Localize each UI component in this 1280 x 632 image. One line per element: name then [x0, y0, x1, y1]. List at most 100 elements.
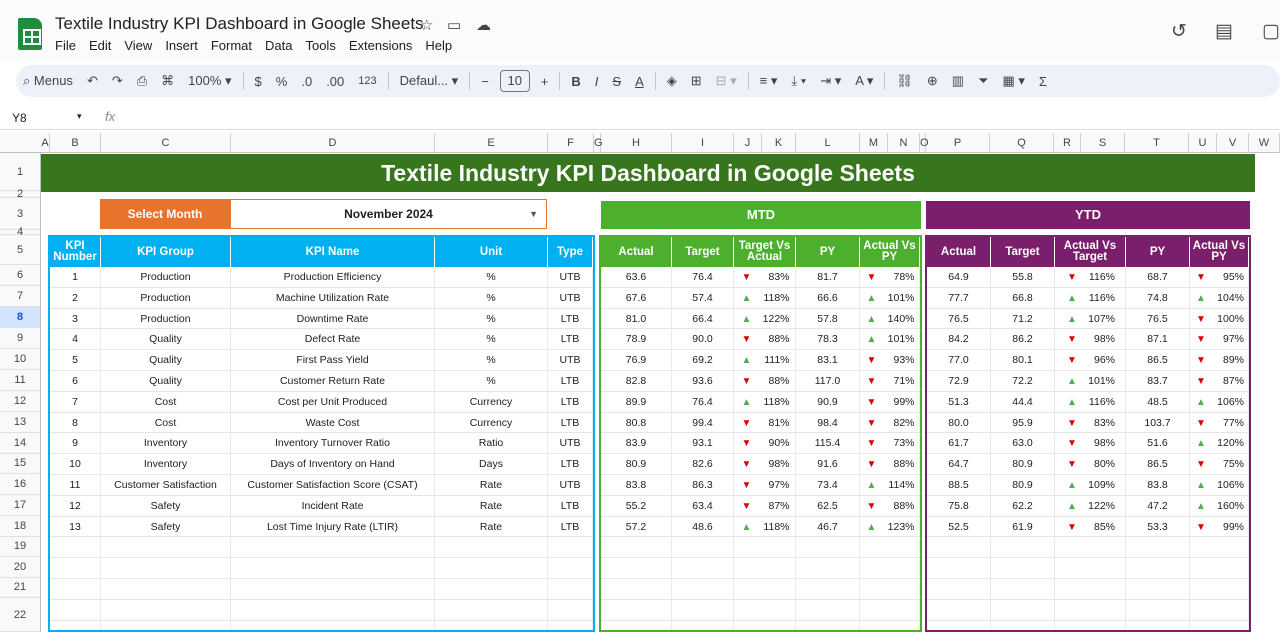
table-cell[interactable]: ▼ 87%	[734, 495, 796, 516]
row-header[interactable]: 17	[0, 495, 40, 516]
table-cell[interactable]: 2	[50, 287, 101, 308]
month-dropdown[interactable]: November 2024 ▼	[230, 199, 547, 229]
table-cell[interactable]	[101, 558, 231, 579]
table-cell[interactable]: 63.6	[601, 267, 672, 287]
table-cell[interactable]	[50, 558, 101, 579]
column-header[interactable]: W	[1249, 133, 1280, 153]
row-header[interactable]: 18	[0, 516, 40, 537]
column-header[interactable]: P	[926, 133, 990, 153]
table-cell[interactable]	[1126, 579, 1190, 599]
table-cell[interactable]: %	[435, 287, 548, 308]
column-header[interactable]: H	[601, 133, 672, 153]
table-cell[interactable]	[1126, 599, 1190, 620]
font-size-input[interactable]: 10	[499, 70, 530, 92]
text-color-icon[interactable]: A	[635, 73, 644, 89]
menu-item[interactable]: Extensions	[348, 38, 413, 53]
row-header[interactable]: 2	[0, 189, 40, 200]
table-cell[interactable]	[672, 537, 734, 558]
table-cell[interactable]: ▼ 89%	[1190, 350, 1249, 371]
table-cell[interactable]	[991, 558, 1055, 579]
table-cell[interactable]	[50, 537, 101, 558]
table-cell[interactable]: ▼ 85%	[1055, 516, 1126, 537]
table-cell[interactable]: ▼ 80%	[1055, 454, 1126, 475]
column-header[interactable]: C	[101, 133, 231, 153]
table-cell[interactable]: ▼ 95%	[1190, 267, 1249, 287]
column-header[interactable]: F	[548, 133, 594, 153]
table-cell[interactable]	[231, 579, 435, 599]
table-cell[interactable]: ▼ 81%	[734, 412, 796, 433]
table-cell[interactable]	[991, 537, 1055, 558]
table-cell[interactable]: 75.8	[927, 495, 991, 516]
table-cell[interactable]: %	[435, 350, 548, 371]
table-cell[interactable]	[796, 599, 860, 620]
table-cell[interactable]: 57.8	[796, 308, 860, 329]
table-cell[interactable]: ▼ 88%	[860, 495, 920, 516]
table-cell[interactable]	[50, 579, 101, 599]
table-cell[interactable]: ▲ 107%	[1055, 308, 1126, 329]
table-cell[interactable]	[927, 537, 991, 558]
table-cell[interactable]: 80.8	[601, 412, 672, 433]
table-cell[interactable]: Currency	[435, 391, 548, 412]
table-cell[interactable]: %	[435, 308, 548, 329]
row-header[interactable]: 6	[0, 265, 40, 286]
table-cell[interactable]	[231, 599, 435, 620]
filter-views-icon[interactable]: ▦ ▾	[1002, 73, 1025, 88]
column-header[interactable]: L	[796, 133, 860, 153]
table-cell[interactable]: LTB	[548, 391, 593, 412]
table-cell[interactable]: Cost	[101, 412, 231, 433]
menu-item[interactable]: Data	[265, 38, 293, 53]
redo-icon[interactable]: ↷	[111, 73, 123, 88]
table-cell[interactable]	[435, 537, 548, 558]
table-cell[interactable]: 68.7	[1126, 267, 1190, 287]
table-cell[interactable]: 95.9	[991, 412, 1055, 433]
merge-cells-icon[interactable]: ⊟ ▾	[715, 73, 737, 88]
table-cell[interactable]	[796, 620, 860, 630]
table-cell[interactable]: ▲ 101%	[1055, 371, 1126, 391]
font-size-decrease-icon[interactable]: −	[481, 73, 489, 89]
table-cell[interactable]: ▼ 83%	[1055, 412, 1126, 433]
table-cell[interactable]: ▼ 83%	[734, 267, 796, 287]
table-cell[interactable]	[860, 537, 920, 558]
table-cell[interactable]: ▼ 82%	[860, 412, 920, 433]
table-cell[interactable]: 57.2	[601, 516, 672, 537]
table-cell[interactable]: Inventory	[101, 433, 231, 454]
table-cell[interactable]: ▲ 122%	[1055, 495, 1126, 516]
table-cell[interactable]: 67.6	[601, 287, 672, 308]
undo-icon[interactable]: ↶	[86, 73, 98, 88]
table-cell[interactable]: Customer Satisfaction	[101, 475, 231, 495]
table-cell[interactable]	[231, 620, 435, 630]
column-header[interactable]: T	[1125, 133, 1189, 153]
table-cell[interactable]	[50, 620, 101, 630]
table-cell[interactable]	[734, 558, 796, 579]
table-cell[interactable]: 76.5	[1126, 308, 1190, 329]
table-cell[interactable]	[796, 558, 860, 579]
table-cell[interactable]	[1055, 558, 1126, 579]
table-cell[interactable]: 12	[50, 495, 101, 516]
row-header[interactable]: 11	[0, 370, 40, 391]
table-cell[interactable]: 61.7	[927, 433, 991, 454]
table-cell[interactable]: 44.4	[991, 391, 1055, 412]
row-header[interactable]: 7	[0, 286, 40, 307]
italic-icon[interactable]: I	[594, 73, 599, 89]
zoom-select[interactable]: 100% ▾	[188, 73, 232, 88]
table-cell[interactable]: 82.8	[601, 371, 672, 391]
table-cell[interactable]: ▲ 101%	[860, 329, 920, 350]
row-header[interactable]: 9	[0, 328, 40, 349]
table-cell[interactable]: 46.7	[796, 516, 860, 537]
table-cell[interactable]: ▼ 90%	[734, 433, 796, 454]
table-cell[interactable]: LTB	[548, 454, 593, 475]
table-cell[interactable]	[101, 537, 231, 558]
table-cell[interactable]: 78.3	[796, 329, 860, 350]
table-cell[interactable]: 4	[50, 329, 101, 350]
table-cell[interactable]	[672, 579, 734, 599]
table-cell[interactable]: 99.4	[672, 412, 734, 433]
table-cell[interactable]	[734, 579, 796, 599]
table-cell[interactable]: ▼ 97%	[734, 475, 796, 495]
table-cell[interactable]: ▲ 109%	[1055, 475, 1126, 495]
table-cell[interactable]	[1126, 558, 1190, 579]
table-cell[interactable]: Quality	[101, 350, 231, 371]
table-cell[interactable]: Inventory	[101, 454, 231, 475]
table-cell[interactable]: %	[435, 329, 548, 350]
filter-icon[interactable]: ⏷	[978, 73, 989, 88]
cloud-status-icon[interactable]: ☁	[476, 17, 491, 34]
